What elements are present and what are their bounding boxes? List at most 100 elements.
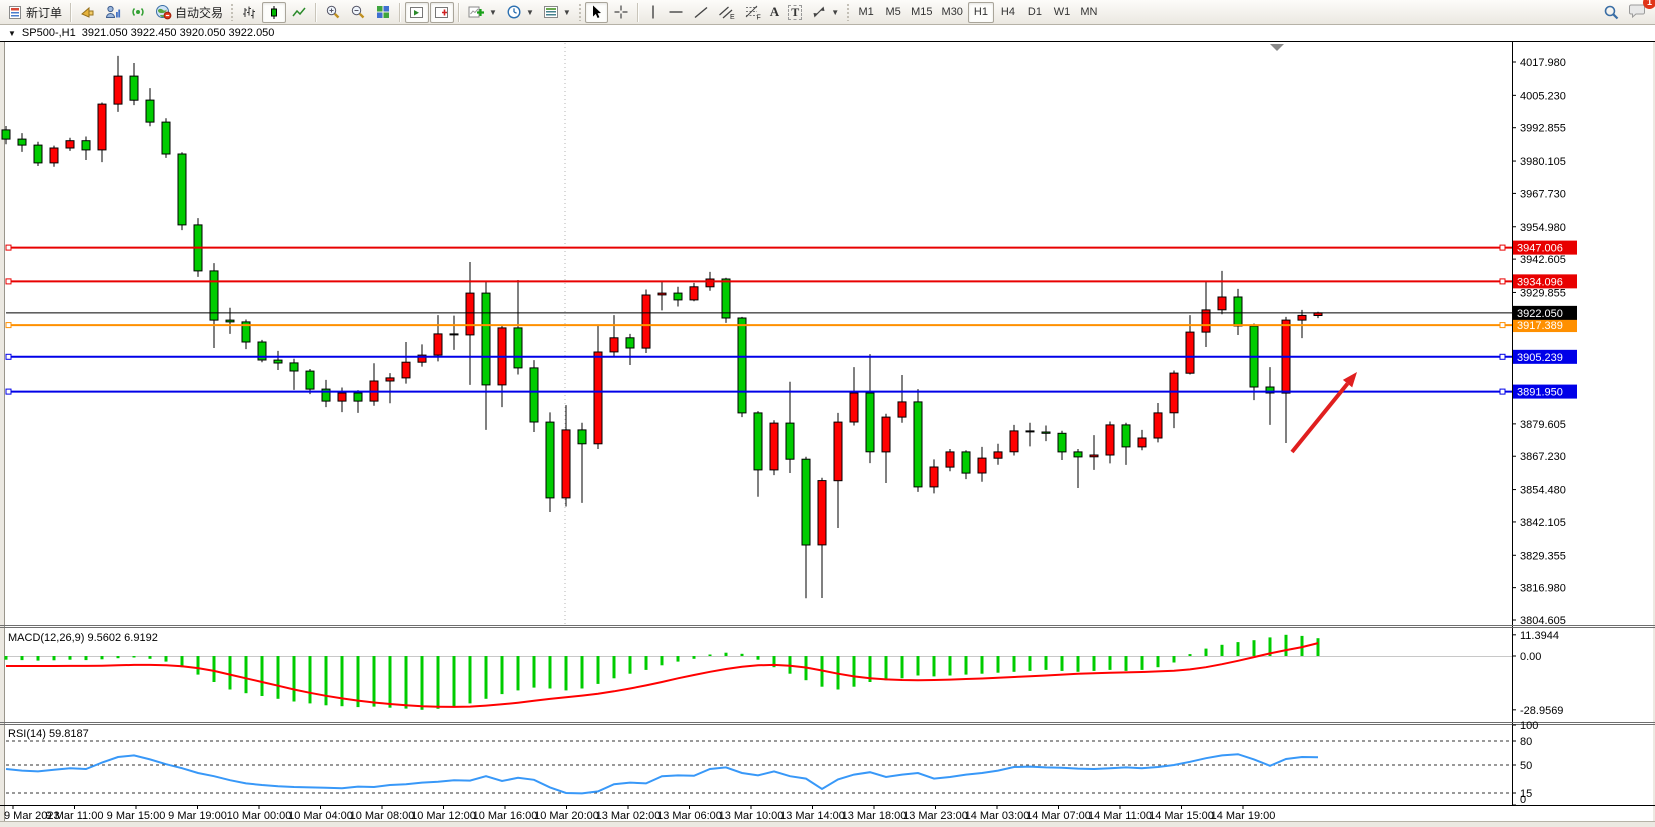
macd-signal-line [6, 642, 1319, 708]
dropdown-caret-icon: ▼ [489, 7, 497, 17]
time-axis-label: 14 Mar 03:00 [965, 810, 1030, 822]
new-order-button[interactable]: 新订单 [4, 2, 66, 23]
chart-canvas[interactable]: 4017.980 4005.230 3992.855 3980.105 3967.730… [0, 41, 1655, 827]
price-label-text: 3934.096 [1517, 276, 1563, 288]
price-tick-label: 3980.105 [1520, 156, 1566, 168]
rsi-label: RSI(14) 59.8187 [8, 728, 89, 740]
signals-button[interactable] [126, 2, 150, 23]
equidistant-channel-icon: E [718, 6, 735, 20]
dropdown-caret-icon: ▼ [562, 7, 571, 17]
time-axis-label: 14 Mar 19:00 [1211, 810, 1276, 822]
candlestick-chart-button[interactable] [262, 1, 287, 23]
chart-title-bar: ▼ SP500-,H1 3921.050 3922.450 3920.050 3… [0, 25, 1655, 41]
trendline-tool-button[interactable] [689, 2, 713, 23]
timeframe-h1-button[interactable]: H1 [967, 1, 994, 23]
text-tool-button[interactable]: A [766, 2, 783, 23]
hline-anchor[interactable] [1499, 278, 1506, 285]
rsi-axis-label: 0 [1520, 794, 1526, 806]
toolbar-separator [315, 2, 318, 22]
timeframe-m1-button[interactable]: M1 [853, 2, 879, 23]
timeframe-m30-button[interactable]: M30 [938, 2, 967, 23]
hline-anchor[interactable] [1499, 353, 1506, 360]
toolbar-separator [399, 2, 402, 22]
time-axis-label: 10 Mar 08:00 [350, 810, 415, 822]
price-tick-label: 3879.605 [1520, 419, 1566, 431]
chart-shift-marker[interactable] [1270, 44, 1284, 51]
periods-button[interactable]: ▼ [502, 2, 538, 23]
hline-anchor[interactable] [1499, 322, 1506, 329]
horn-icon [81, 6, 94, 18]
alerts-horn-button[interactable] [76, 2, 100, 23]
indicators-icon [468, 6, 485, 18]
profile-icon [106, 5, 121, 18]
time-axis-label: 9 Mar 2023 [4, 810, 60, 822]
templates-button[interactable]: ▼ [539, 2, 575, 23]
search-button[interactable] [1599, 2, 1624, 23]
tile-windows-icon [377, 6, 390, 18]
search-icon [1604, 5, 1619, 19]
line-chart-button[interactable] [287, 2, 311, 23]
time-axis-label: 10 Mar 04:00 [288, 810, 353, 822]
time-axis-label: 9 Mar 15:00 [107, 810, 166, 822]
bar-chart-icon [243, 6, 256, 18]
time-axis-label: 13 Mar 23:00 [903, 810, 968, 822]
hline-anchor[interactable] [1499, 244, 1506, 251]
chart-symbol-period: SP500-,H1 [21, 27, 76, 39]
time-axis-label: 10 Mar 20:00 [534, 810, 599, 822]
templates-icon [543, 6, 558, 18]
timeframe-m15-button[interactable]: M15 [907, 2, 936, 23]
candlestick-chart-icon [271, 5, 278, 19]
hline-anchor[interactable] [5, 278, 12, 285]
hline-anchor[interactable] [5, 244, 12, 251]
time-axis-label: 13 Mar 06:00 [657, 810, 722, 822]
timeframe-w1-button[interactable]: W1 [1049, 2, 1075, 23]
time-axis-label: 10 Mar 16:00 [473, 810, 538, 822]
rsi-axis-label: 80 [1520, 736, 1532, 748]
arrows-tool-button[interactable]: ▼ [807, 2, 843, 23]
hline-anchor[interactable] [5, 353, 12, 360]
bar-chart-button[interactable] [237, 2, 261, 23]
hline-anchor[interactable] [5, 388, 12, 395]
tile-windows-button[interactable] [371, 2, 395, 23]
price-label-box [1513, 240, 1577, 255]
channel-tool-button[interactable]: E [714, 2, 739, 23]
price-label-text: 3917.389 [1517, 320, 1563, 332]
vertical-line-tool-button[interactable] [643, 2, 663, 23]
timeframe-mn-button[interactable]: MN [1076, 2, 1102, 23]
chart-shift-icon [435, 6, 449, 18]
indicators-button[interactable]: ▼ [464, 2, 501, 23]
label-tool-button[interactable]: T [784, 2, 806, 23]
zoom-in-button[interactable] [321, 2, 345, 23]
cursor-button[interactable] [584, 1, 608, 23]
timeframe-h4-button[interactable]: H4 [995, 2, 1021, 23]
timeframe-d1-button[interactable]: D1 [1022, 2, 1048, 23]
price-label-box [1513, 274, 1577, 289]
dropdown-caret-icon: ▼ [831, 7, 840, 17]
timeframe-m5-button[interactable]: M5 [880, 2, 906, 23]
price-tick-label: 4017.980 [1520, 57, 1566, 69]
clock-icon [507, 5, 521, 19]
toolbar-drag-handle [230, 3, 235, 21]
price-tick-label: 3816.980 [1520, 583, 1566, 595]
svg-text:E: E [730, 14, 735, 20]
hline-anchor[interactable] [5, 322, 12, 329]
hline-anchor[interactable] [1499, 388, 1506, 395]
crosshair-button[interactable] [609, 2, 633, 23]
autoscroll-button[interactable] [405, 1, 430, 23]
toolbar-drag-handle [846, 3, 851, 21]
autotrade-button[interactable]: 自动交易 [151, 2, 227, 23]
label-tool-label: T [788, 4, 803, 20]
zoom-out-button[interactable] [346, 2, 370, 23]
notification-badge[interactable]: 1 [1643, 0, 1655, 9]
new-order-label: 新订单 [26, 5, 63, 20]
horizontal-line-tool-button[interactable] [664, 2, 688, 23]
fibonacci-tool-button[interactable]: F [740, 2, 765, 23]
rsi-axis-label: 50 [1520, 760, 1532, 772]
time-axis-label: 14 Mar 07:00 [1026, 810, 1091, 822]
chart-shift-button[interactable] [430, 1, 455, 23]
trend-arrow[interactable] [1290, 372, 1357, 454]
accounts-button[interactable] [101, 2, 125, 23]
oneclick-collapse-icon[interactable]: ▼ [8, 28, 16, 38]
price-label-box [1513, 305, 1577, 320]
